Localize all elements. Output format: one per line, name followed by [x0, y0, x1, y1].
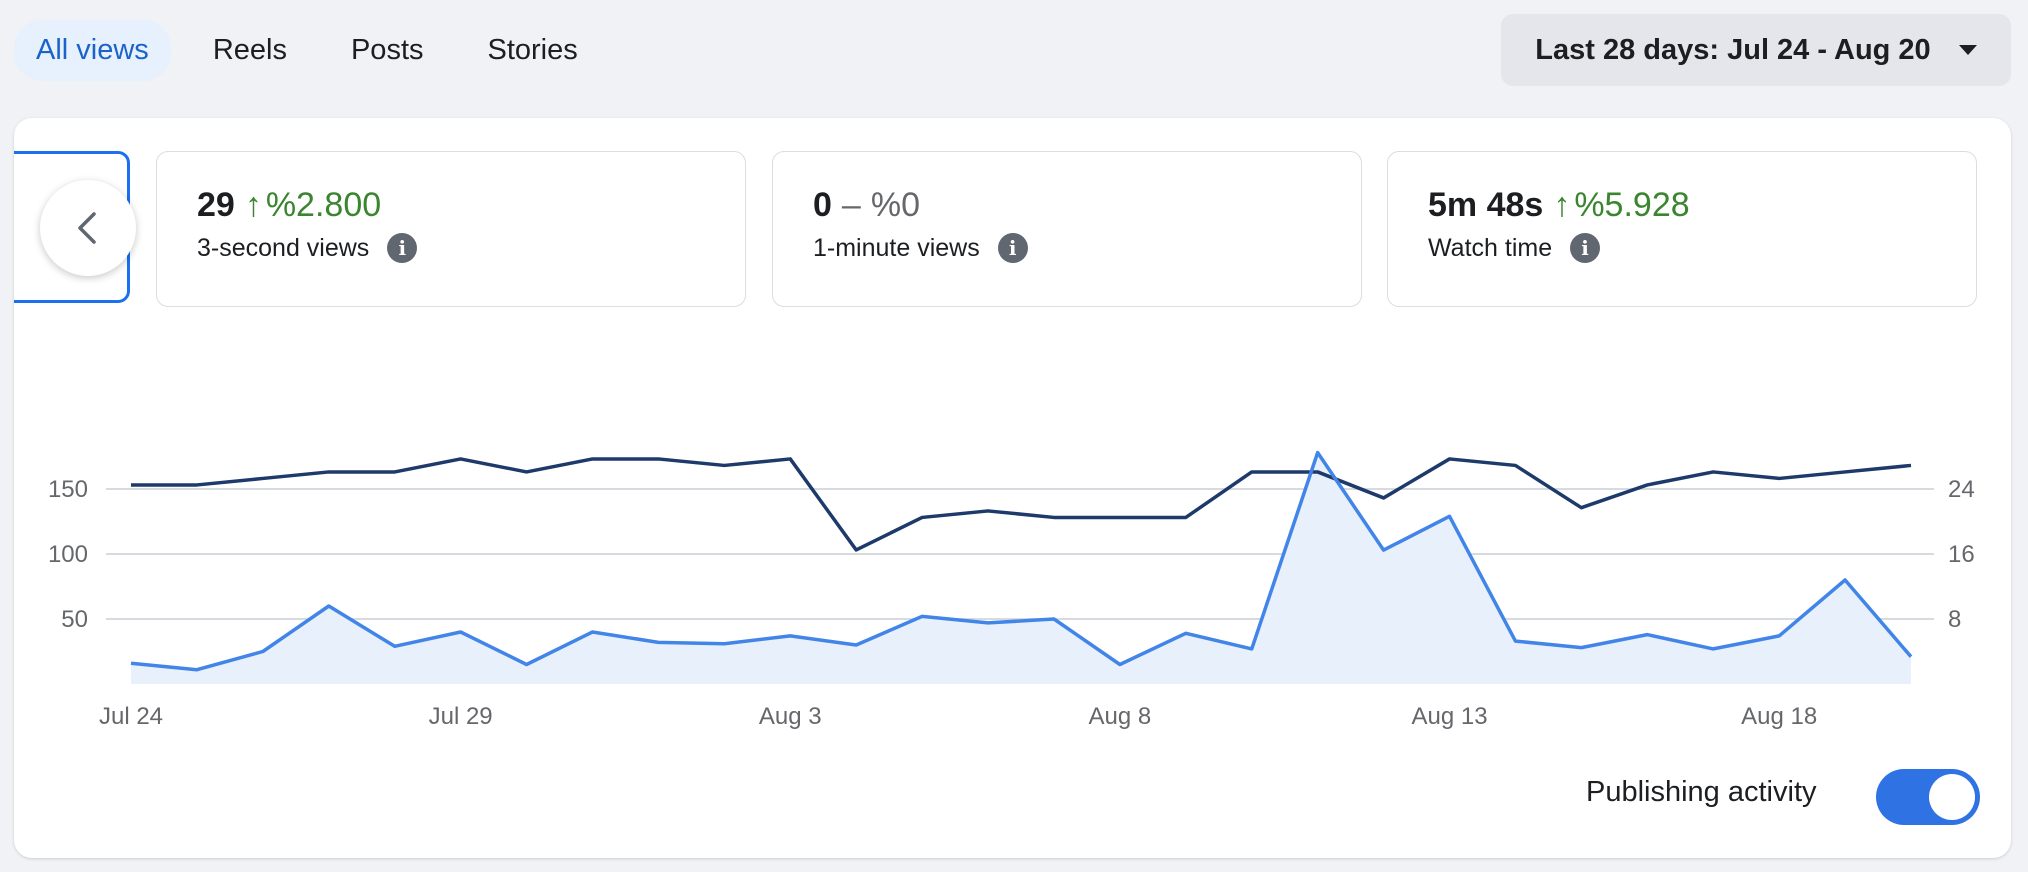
series-line-watch-time — [131, 457, 1912, 552]
info-icon[interactable]: i — [997, 233, 1028, 263]
date-range-label: Last 28 days: Jul 24 - Aug 20 — [1535, 33, 1931, 66]
metric-card-3-second-views[interactable]: 29 ↑ %2.800 3-second views i — [156, 151, 746, 307]
left-axis-tick-label: 50 — [61, 606, 88, 633]
metric-arrow-up-icon: ↑ — [244, 186, 262, 224]
metric-label: 3-second views — [197, 233, 370, 262]
series-area-views — [131, 452, 1911, 684]
series-line-views — [130, 450, 1913, 672]
metric-dash-icon: – — [841, 186, 861, 224]
publishing-activity-toggle[interactable] — [1876, 769, 1980, 825]
tab-posts[interactable]: Posts — [350, 34, 424, 66]
x-axis-tick-label: Jul 24 — [99, 703, 163, 730]
metric-value: 0 — [813, 186, 832, 224]
caret-down-icon — [1958, 45, 1977, 55]
previous-metrics-button[interactable] — [40, 180, 136, 276]
metric-label: Watch time — [1428, 233, 1553, 262]
insights-panel: 29 ↑ %2.800 3-second views i 0 – %0 1-minu… — [14, 118, 2011, 858]
right-axis-tick-label: 8 — [1948, 606, 1961, 633]
tab-reels[interactable]: Reels — [212, 34, 287, 66]
metric-arrow-up-icon: ↑ — [1553, 186, 1571, 224]
metric-value: 5m 48s — [1428, 186, 1544, 224]
x-axis-tick-label: Aug 8 — [1089, 703, 1152, 730]
tab-stories[interactable]: Stories — [487, 34, 578, 66]
left-axis-tick-label: 150 — [48, 476, 88, 503]
metric-change: %0 — [870, 186, 920, 224]
info-icon[interactable]: i — [387, 233, 418, 263]
toggle-knob — [1929, 774, 1975, 820]
metric-change: %2.800 — [265, 186, 382, 224]
metric-value: 29 — [197, 186, 235, 224]
metric-label: 1-minute views — [813, 233, 980, 262]
metric-card-1-minute-views[interactable]: 0 – %0 1-minute views i — [772, 151, 1362, 307]
left-axis-tick-label: 100 — [48, 541, 88, 568]
right-axis-tick-label: 24 — [1948, 476, 1975, 503]
x-axis-tick-label: Jul 29 — [429, 703, 493, 730]
publishing-activity-label: Publishing activity — [1586, 776, 1817, 808]
view-tabs: All views Reels Posts Stories — [14, 20, 620, 81]
metric-card-watch-time[interactable]: 5m 48s ↑ %5.928 Watch time i — [1387, 151, 1977, 307]
metric-change: %5.928 — [1574, 186, 1690, 224]
info-icon[interactable]: i — [1570, 233, 1601, 263]
x-axis-tick-label: Aug 18 — [1741, 703, 1817, 730]
views-chart: 50 100 150 8 16 24 Jul 24 Jul 29 Aug 3 Aug 8 Aug 1… — [48, 450, 1975, 730]
date-range-dropdown[interactable]: Last 28 days: Jul 24 - Aug 20 — [1501, 14, 2011, 86]
right-axis-tick-label: 16 — [1948, 541, 1975, 568]
tab-all-views[interactable]: All views — [14, 20, 171, 81]
x-axis-tick-label: Aug 3 — [759, 703, 822, 730]
chevron-left-icon — [78, 212, 96, 244]
x-axis-tick-label: Aug 13 — [1411, 703, 1487, 730]
